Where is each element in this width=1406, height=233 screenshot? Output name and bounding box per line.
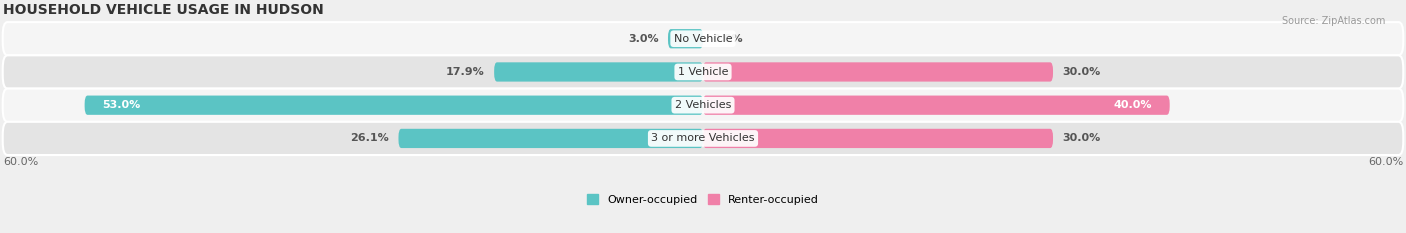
Text: 60.0%: 60.0%	[1368, 157, 1403, 167]
Text: 30.0%: 30.0%	[1063, 67, 1101, 77]
Text: 26.1%: 26.1%	[350, 134, 389, 144]
FancyBboxPatch shape	[398, 129, 703, 148]
FancyBboxPatch shape	[3, 55, 1403, 89]
Text: 3 or more Vehicles: 3 or more Vehicles	[651, 134, 755, 144]
Text: 0.0%: 0.0%	[713, 34, 742, 44]
Text: 60.0%: 60.0%	[3, 157, 38, 167]
FancyBboxPatch shape	[668, 29, 703, 48]
FancyBboxPatch shape	[3, 22, 1403, 55]
FancyBboxPatch shape	[703, 62, 1053, 82]
Legend: Owner-occupied, Renter-occupied: Owner-occupied, Renter-occupied	[582, 190, 824, 209]
FancyBboxPatch shape	[703, 129, 1053, 148]
Text: HOUSEHOLD VEHICLE USAGE IN HUDSON: HOUSEHOLD VEHICLE USAGE IN HUDSON	[3, 3, 323, 17]
Text: 53.0%: 53.0%	[103, 100, 141, 110]
Text: No Vehicle: No Vehicle	[673, 34, 733, 44]
Text: 40.0%: 40.0%	[1114, 100, 1152, 110]
FancyBboxPatch shape	[3, 89, 1403, 122]
Text: 3.0%: 3.0%	[628, 34, 658, 44]
Text: Source: ZipAtlas.com: Source: ZipAtlas.com	[1281, 16, 1385, 26]
Text: 2 Vehicles: 2 Vehicles	[675, 100, 731, 110]
FancyBboxPatch shape	[494, 62, 703, 82]
FancyBboxPatch shape	[84, 96, 703, 115]
Text: 17.9%: 17.9%	[446, 67, 485, 77]
Text: 30.0%: 30.0%	[1063, 134, 1101, 144]
Text: 1 Vehicle: 1 Vehicle	[678, 67, 728, 77]
FancyBboxPatch shape	[703, 96, 1170, 115]
FancyBboxPatch shape	[3, 122, 1403, 155]
